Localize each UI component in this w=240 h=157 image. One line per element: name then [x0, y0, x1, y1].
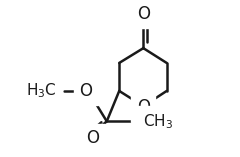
Text: H$_3$C: H$_3$C — [25, 82, 56, 100]
Text: O: O — [79, 82, 92, 100]
Text: O: O — [137, 5, 150, 23]
Text: O: O — [86, 129, 99, 147]
Text: CH$_3$: CH$_3$ — [143, 112, 174, 131]
Text: O: O — [137, 98, 150, 116]
